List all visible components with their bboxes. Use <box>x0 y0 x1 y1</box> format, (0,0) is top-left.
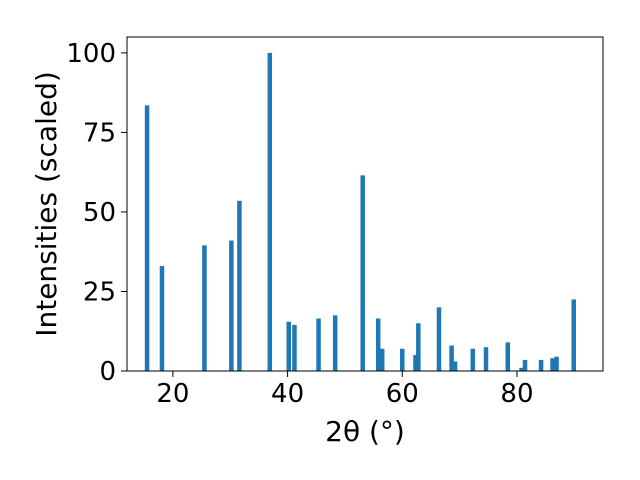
bar <box>332 315 338 371</box>
y-tick-label: 100 <box>66 39 116 69</box>
bars-group <box>144 52 577 372</box>
bar <box>505 342 511 371</box>
bar <box>416 323 421 371</box>
y-tick-label: 25 <box>83 277 116 307</box>
bar <box>375 318 381 371</box>
y-tick-label: 50 <box>83 198 116 228</box>
bar <box>267 52 273 372</box>
y-ticks-group: 0 25 50 75 100 <box>66 39 127 387</box>
bar <box>436 307 442 371</box>
y-tick-label: 0 <box>99 357 116 387</box>
bar <box>470 348 476 371</box>
bar <box>144 105 150 371</box>
bar <box>449 345 454 371</box>
bar <box>483 347 489 371</box>
bar <box>413 355 418 371</box>
x-ticks-group: 20 40 60 80 <box>156 371 534 409</box>
x-tick-label: 20 <box>156 379 189 409</box>
bar <box>519 367 524 371</box>
bar <box>292 324 297 371</box>
bar <box>229 240 234 371</box>
x-axis-label: 2θ (°) <box>325 415 405 448</box>
bar <box>316 318 321 371</box>
x-tick-label: 40 <box>271 379 304 409</box>
y-axis-label: Intensities (scaled) <box>30 71 63 337</box>
x-tick-label: 80 <box>500 379 533 409</box>
bar <box>538 359 544 371</box>
bar <box>554 356 559 371</box>
bar <box>237 200 242 371</box>
bar <box>550 358 555 371</box>
bar <box>202 245 207 371</box>
y-tick-label: 75 <box>83 118 116 148</box>
x-tick-label: 60 <box>386 379 419 409</box>
plot-frame <box>126 36 604 372</box>
bar <box>360 175 365 371</box>
bar <box>571 299 577 371</box>
bar <box>159 266 165 371</box>
bar <box>379 348 385 371</box>
bar <box>522 359 528 371</box>
bar <box>286 321 291 371</box>
bar <box>452 361 458 371</box>
bar <box>400 348 405 371</box>
